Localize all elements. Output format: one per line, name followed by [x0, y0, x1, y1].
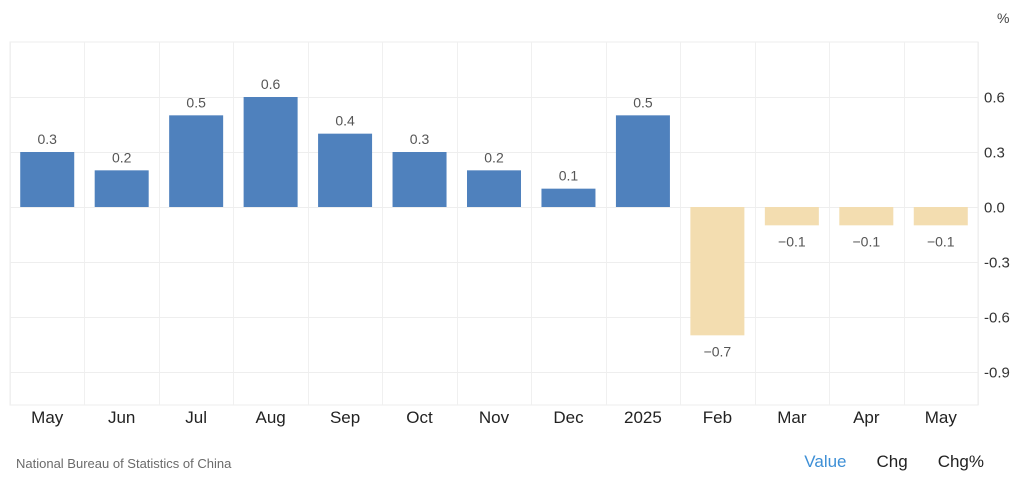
x-tick-label: May [925, 408, 958, 427]
bar [541, 188, 596, 207]
bar [318, 133, 373, 207]
bar [467, 170, 521, 207]
y-tick-label: 0.3 [984, 145, 1005, 162]
y-tick-label: -0.6 [984, 310, 1010, 327]
data-label: −0.1 [778, 233, 806, 249]
source-label: National Bureau of Statistics of China [16, 456, 232, 471]
tab-chg-percent[interactable]: Chg% [937, 452, 984, 471]
x-tick-label: Jun [108, 408, 135, 427]
data-label: −0.1 [852, 233, 880, 249]
data-label: 0.6 [261, 76, 281, 92]
bar [392, 152, 447, 207]
y-tick-label: 0.6 [984, 90, 1005, 107]
view-tabs: Value Chg Chg% [804, 452, 984, 472]
x-tick-label: May [31, 408, 64, 427]
plot-frame [9, 41, 979, 406]
data-label: 0.5 [186, 94, 206, 110]
x-tick-label: Oct [406, 408, 433, 427]
x-tick-label: Feb [703, 408, 732, 427]
bar [764, 207, 819, 226]
x-tick-label: Mar [777, 408, 807, 427]
x-tick-label: Apr [853, 408, 880, 427]
x-tick-label: Sep [330, 408, 360, 427]
bar [615, 115, 670, 207]
x-tick-label: Aug [255, 408, 285, 427]
data-label: 0.3 [410, 131, 430, 147]
data-label: 0.5 [633, 94, 653, 110]
data-label: 0.2 [112, 149, 132, 165]
x-tick-label: Jul [185, 408, 207, 427]
bar [690, 207, 745, 336]
chart-footer: National Bureau of Statistics of China V… [0, 448, 1024, 478]
y-tick-label: -0.9 [984, 365, 1010, 382]
data-label: 0.4 [335, 113, 355, 129]
bar-chart: 0.6 0.3 0.0 -0.3 -0.6 -0.9% 0.3 May 0.2 Jun 0.5 Jul… [9, 10, 1010, 427]
bar [839, 207, 894, 226]
x-tick-label: 2025 [624, 408, 662, 427]
x-tick-label: Dec [553, 408, 584, 427]
tab-chg[interactable]: Chg [876, 452, 908, 471]
data-label: 0.3 [37, 131, 57, 147]
bar [243, 97, 298, 207]
tab-value[interactable]: Value [804, 452, 847, 471]
unit-label: % [997, 10, 1009, 26]
bar [20, 152, 75, 207]
bar [913, 207, 968, 226]
y-tick-label: -0.3 [984, 255, 1010, 272]
data-label: 0.1 [559, 168, 579, 184]
y-tick-label: 0.0 [984, 200, 1005, 217]
bar [94, 170, 149, 207]
x-tick-label: Nov [479, 408, 510, 427]
data-label: −0.7 [704, 343, 732, 359]
data-label: 0.2 [484, 149, 504, 165]
bar [169, 115, 224, 207]
data-label: −0.1 [927, 233, 955, 249]
